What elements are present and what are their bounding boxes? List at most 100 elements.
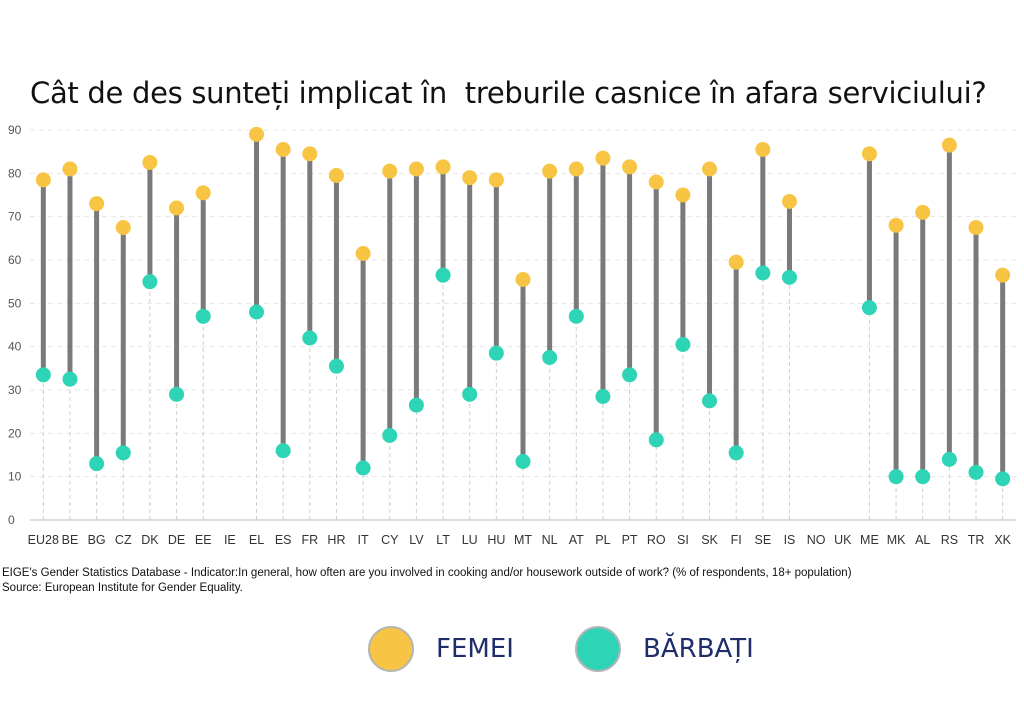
x-tick-label: PL xyxy=(595,533,610,547)
legend-label-men: BĂRBAȚI xyxy=(643,634,754,664)
x-tick-label: BG xyxy=(88,533,106,547)
x-tick-label: LT xyxy=(436,533,450,547)
category-guide-layer xyxy=(42,273,1004,520)
point-femei xyxy=(382,163,398,179)
point-barbati xyxy=(755,265,771,281)
y-tick-label: 40 xyxy=(8,340,22,354)
point-barbati xyxy=(62,371,78,387)
x-tick-label: SI xyxy=(677,533,689,547)
point-femei xyxy=(115,220,131,235)
point-femei xyxy=(888,217,904,233)
y-tick-label: 70 xyxy=(8,210,22,224)
point-barbati xyxy=(89,456,105,472)
point-barbati xyxy=(968,464,984,480)
x-tick-label: NL xyxy=(542,533,558,547)
y-tick-label: 30 xyxy=(8,383,22,397)
point-femei xyxy=(275,142,291,157)
point-femei xyxy=(728,254,744,270)
point-barbati xyxy=(382,428,398,443)
point-barbati xyxy=(702,393,718,409)
x-tick-label: DE xyxy=(168,533,185,547)
range-bar-layer xyxy=(40,134,1006,479)
x-tick-label: TR xyxy=(968,533,985,547)
y-tick-label: 0 xyxy=(8,513,15,527)
x-label-layer: EU28 BE BG CZ DK DE EE IE EL ES FR HR IT CY LV LT LU HU MT… xyxy=(28,533,1012,547)
point-femei xyxy=(35,172,51,188)
x-tick-label: LU xyxy=(462,533,478,547)
point-femei xyxy=(408,161,424,177)
point-barbati xyxy=(488,345,504,361)
indicator-note: EIGE's Gender Statistics Database - Indi… xyxy=(2,567,852,579)
point-barbati xyxy=(595,389,611,404)
point-femei xyxy=(861,146,877,162)
point-femei xyxy=(675,187,691,203)
point-femei xyxy=(595,150,611,166)
source-note: EIGE's Gender Statistics Database - Indi… xyxy=(2,566,852,596)
x-tick-label: BE xyxy=(62,533,79,547)
y-tick-label: 60 xyxy=(8,253,22,267)
x-tick-label: EE xyxy=(195,533,212,547)
point-femei xyxy=(249,126,265,142)
x-tick-label: NO xyxy=(807,533,826,547)
point-barbati xyxy=(408,397,424,413)
x-tick-label: ES xyxy=(275,533,292,547)
x-tick-label: FI xyxy=(731,533,742,547)
x-tick-label: DK xyxy=(141,533,159,547)
point-barbati xyxy=(568,308,584,324)
source-line: Source: European Institute for Gender Eq… xyxy=(2,582,243,594)
chart-title: Cât de des sunteți implicat în treburile… xyxy=(30,76,987,110)
point-barbati xyxy=(648,432,664,448)
point-barbati xyxy=(781,269,797,285)
x-tick-label: MK xyxy=(887,533,906,547)
point-barbati xyxy=(728,445,744,461)
x-tick-label: RS xyxy=(941,533,958,547)
point-femei xyxy=(568,161,584,177)
point-femei xyxy=(488,172,504,188)
y-tick-label: 20 xyxy=(8,426,22,440)
point-femei xyxy=(195,185,211,201)
point-femei xyxy=(89,196,105,212)
point-barbati xyxy=(142,274,158,290)
legend-item-women: FEMEI xyxy=(368,626,514,672)
point-femei xyxy=(462,170,478,186)
point-femei xyxy=(328,168,344,183)
y-tick-label: 10 xyxy=(8,470,22,484)
y-tick-layer: 0 10 20 30 40 50 60 70 80 90 xyxy=(8,123,22,527)
point-barbati xyxy=(115,445,131,461)
point-femei xyxy=(968,220,984,235)
point-barbati xyxy=(675,337,691,352)
y-tick-label: 50 xyxy=(8,296,22,310)
point-femei xyxy=(169,200,185,216)
x-tick-label: EL xyxy=(249,533,264,547)
point-barbati xyxy=(861,300,877,316)
x-tick-label: CZ xyxy=(115,533,132,547)
point-femei xyxy=(915,204,931,220)
point-barbati xyxy=(515,454,531,469)
point-barbati xyxy=(435,267,451,283)
x-tick-label: CY xyxy=(381,533,399,547)
x-tick-label: SK xyxy=(701,533,718,547)
x-tick-label: HR xyxy=(327,533,345,547)
legend-dot-women xyxy=(368,626,414,672)
point-barbati xyxy=(995,471,1011,487)
x-tick-label: IT xyxy=(358,533,369,547)
point-femei xyxy=(542,163,558,179)
point-barbati xyxy=(355,460,371,476)
y-tick-label: 80 xyxy=(8,166,22,180)
point-femei xyxy=(355,246,371,261)
x-tick-label: IE xyxy=(224,533,236,547)
point-barbati xyxy=(622,367,638,383)
point-barbati xyxy=(542,350,558,365)
point-femei xyxy=(62,161,78,177)
point-femei xyxy=(941,137,957,153)
x-tick-label: MT xyxy=(514,533,532,547)
x-tick-label: SE xyxy=(754,533,771,547)
x-tick-label: AL xyxy=(915,533,930,547)
point-barbati xyxy=(888,469,904,485)
x-tick-label: EU28 xyxy=(28,533,59,547)
point-femei xyxy=(302,146,318,162)
point-femei xyxy=(702,161,718,177)
x-tick-label: HU xyxy=(487,533,505,547)
x-tick-label: ME xyxy=(860,533,879,547)
x-tick-label: IS xyxy=(784,533,796,547)
